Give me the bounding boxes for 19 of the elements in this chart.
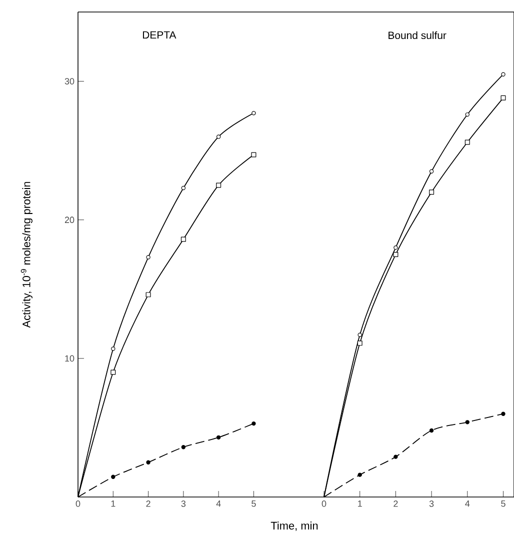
y-tick-label: 20 — [64, 216, 74, 224]
x-tick-label: 1 — [111, 500, 116, 507]
x-tick-label: 3 — [429, 500, 434, 507]
x-tick-label: 4 — [216, 500, 221, 507]
x-tick-label: 4 — [465, 500, 470, 507]
x-axis-title: Time, min — [270, 522, 318, 531]
y-tick-label: 10 — [65, 355, 74, 362]
x-tick-label: 2 — [146, 500, 150, 507]
text: Bound sulfur — [388, 31, 446, 40]
text: DEPTA — [142, 31, 176, 39]
x-tick-label: 5 — [252, 500, 256, 507]
x-tick-label: 1 — [358, 500, 362, 507]
x-tick-label: 3 — [181, 500, 186, 507]
x-tick-label: 2 — [394, 500, 398, 507]
x-tick-label: 0 — [322, 500, 326, 507]
x-tick-label: 0 — [76, 500, 80, 507]
y-axis-title: Activity, 10$^{-9}$ moles/mg protein — [20, 182, 32, 328]
x-tick-label: 5 — [501, 500, 506, 507]
y-tick-label: 30 — [64, 78, 74, 84]
